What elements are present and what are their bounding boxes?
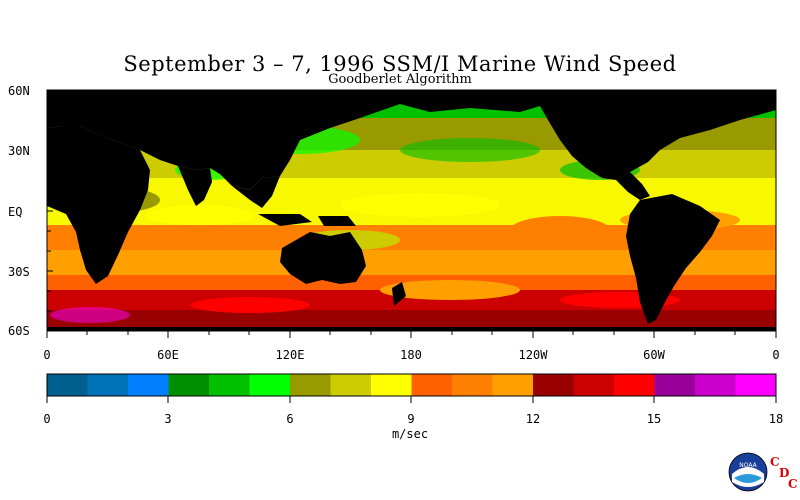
- lon-label-0-east: 0: [772, 348, 780, 362]
- lon-label-120e: 120E: [275, 348, 305, 362]
- noaa-seal-text: NOAA: [739, 462, 757, 469]
- colorbar-label-0: 0: [43, 412, 51, 426]
- lon-label-180: 180: [400, 348, 422, 362]
- colorbar-segment-10: [452, 374, 493, 396]
- cdc-letter-c2: C: [788, 477, 798, 491]
- colorbar-ticks: [46, 396, 777, 403]
- colorbar-segment-8: [371, 374, 412, 396]
- lon-axis: [46, 330, 777, 338]
- colorbar-segment-0: [47, 374, 88, 396]
- colorbar-segment-6: [290, 374, 331, 396]
- colorbar-label-3: 3: [164, 412, 172, 426]
- noaa-logo-icon: NOAA: [728, 452, 768, 492]
- colorbar-segment-1: [87, 374, 129, 396]
- colorbar-segment-9: [411, 374, 453, 396]
- colorbar-segment-3: [168, 374, 210, 396]
- map-title: September 3 – 7, 1996 SSM/I Marine Wind …: [123, 52, 677, 76]
- colorbar-segment-16: [695, 374, 736, 396]
- colorbar-segment-12: [533, 374, 574, 396]
- map-subtitle: Goodberlet Algorithm: [328, 72, 472, 87]
- colorbar-segment-11: [492, 374, 534, 396]
- colorbar-segment-15: [654, 374, 696, 396]
- colorbar-label-12: 12: [525, 412, 541, 426]
- lat-label-30n: 30N: [8, 144, 30, 158]
- lat-label-30s: 30S: [8, 265, 30, 279]
- lon-label-0: 0: [43, 348, 51, 362]
- lat-label-60n: 60N: [8, 84, 30, 98]
- lon-label-60e: 60E: [157, 348, 179, 362]
- landmass: [47, 90, 776, 331]
- lat-label-eq: EQ: [8, 205, 23, 219]
- lon-label-60w: 60W: [643, 348, 665, 362]
- lat-label-60s: 60S: [8, 324, 30, 338]
- colorbar-segment-5: [249, 374, 291, 396]
- colorbar-segment-4: [209, 374, 250, 396]
- colorbar-label-15: 15: [646, 412, 662, 426]
- lon-label-120w: 120W: [518, 348, 548, 362]
- colorbar-segment-7: [330, 374, 372, 396]
- colorbar-segment-17: [735, 374, 777, 396]
- colorbar-segment-2: [128, 374, 169, 396]
- colorbar-segment-13: [573, 374, 615, 396]
- colorbar-label-6: 6: [286, 412, 294, 426]
- colorbar-units: m/sec: [391, 427, 429, 441]
- colorbar-segment-14: [614, 374, 655, 396]
- map-field: [47, 90, 776, 331]
- cdc-letter-c1: C: [770, 455, 780, 469]
- colorbar-label-9: 9: [407, 412, 415, 426]
- colorbar-label-18: 18: [768, 412, 784, 426]
- colorbar: [47, 374, 777, 396]
- cdc-letter-d: D: [779, 466, 790, 480]
